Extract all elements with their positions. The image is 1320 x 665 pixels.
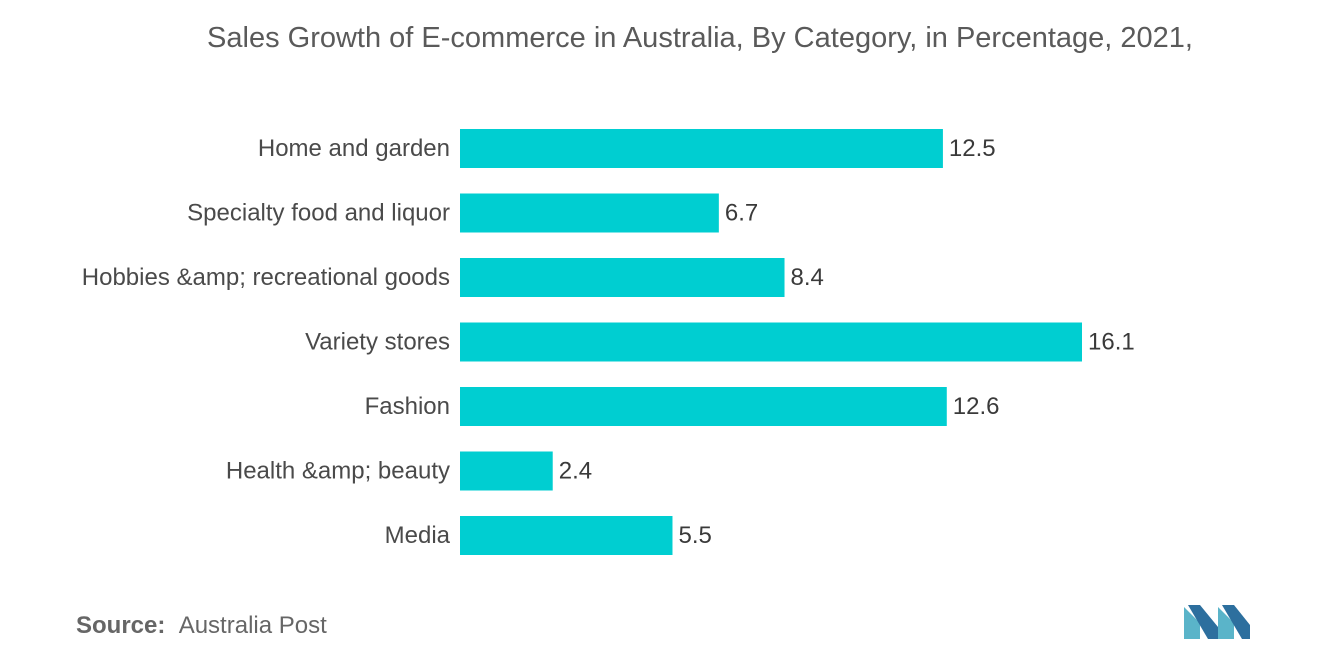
bar <box>460 193 719 233</box>
bar <box>460 129 943 168</box>
bar <box>460 516 673 555</box>
bar <box>460 451 553 491</box>
source-value: Australia Post <box>178 612 327 639</box>
category-label: Hobbies &amp; recreational goods <box>82 264 450 291</box>
source-note: Source: Australia Post <box>76 612 327 640</box>
value-label: 2.4 <box>559 458 592 485</box>
value-label: 8.4 <box>791 264 824 291</box>
bar <box>460 387 947 426</box>
category-label: Home and garden <box>258 135 450 162</box>
category-label: Variety stores <box>305 329 450 356</box>
value-label: 12.5 <box>949 135 996 162</box>
category-label: Media <box>385 522 451 549</box>
category-label: Specialty food and liquor <box>187 200 450 227</box>
value-label: 12.6 <box>953 393 1000 420</box>
chart-title: Sales Growth of E-commerce in Australia,… <box>207 22 1193 54</box>
category-label: Health &amp; beauty <box>226 458 450 485</box>
category-label: Fashion <box>365 393 450 420</box>
bar-chart: Home and garden 12.5 Specialty food and li… <box>82 129 1135 555</box>
value-label: 16.1 <box>1088 329 1135 356</box>
mordor-intelligence-logo-icon <box>1184 605 1250 639</box>
source-key: Source: <box>76 612 166 639</box>
bar <box>460 258 785 297</box>
value-label: 5.5 <box>678 522 711 549</box>
bar <box>460 322 1082 362</box>
value-label: 6.7 <box>725 200 758 227</box>
